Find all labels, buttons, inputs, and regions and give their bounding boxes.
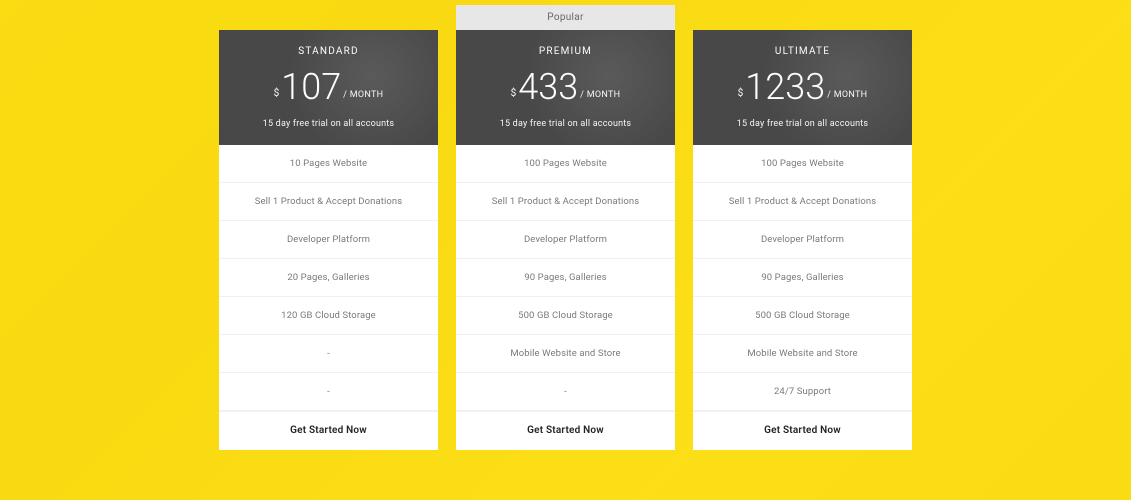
plan-name: STANDARD	[229, 46, 428, 57]
trial-text: 15 day free trial on all accounts	[229, 119, 428, 129]
feature-item: Sell 1 Product & Accept Donations	[219, 183, 438, 221]
feature-item: Developer Platform	[456, 221, 675, 259]
get-started-button[interactable]: Get Started Now	[219, 411, 438, 450]
feature-item: 100 Pages Website	[693, 145, 912, 183]
trial-text: 15 day free trial on all accounts	[466, 119, 665, 129]
currency-symbol: $	[511, 88, 517, 105]
popular-ribbon: Popular	[456, 5, 675, 30]
feature-item: Developer Platform	[693, 221, 912, 259]
price-line: $ 1233 / MONTH	[738, 69, 868, 105]
card-header: PREMIUM $ 433 / MONTH 15 day free trial …	[456, 30, 675, 145]
feature-item: 20 Pages, Galleries	[219, 259, 438, 297]
feature-item: 90 Pages, Galleries	[456, 259, 675, 297]
feature-list: 100 Pages Website Sell 1 Product & Accep…	[693, 145, 912, 411]
feature-item: 90 Pages, Galleries	[693, 259, 912, 297]
card-header: ULTIMATE $ 1233 / MONTH 15 day free tria…	[693, 30, 912, 145]
feature-item: Sell 1 Product & Accept Donations	[693, 183, 912, 221]
pricing-cards-row: STANDARD $ 107 / MONTH 15 day free trial…	[0, 0, 1131, 460]
feature-item: 500 GB Cloud Storage	[456, 297, 675, 335]
feature-item: 120 GB Cloud Storage	[219, 297, 438, 335]
get-started-button[interactable]: Get Started Now	[456, 411, 675, 450]
get-started-button[interactable]: Get Started Now	[693, 411, 912, 450]
price-line: $ 433 / MONTH	[511, 69, 621, 105]
feature-item: 100 Pages Website	[456, 145, 675, 183]
price-line: $ 107 / MONTH	[274, 69, 384, 105]
price-amount: 1233	[745, 69, 825, 105]
price-period: / MONTH	[580, 90, 620, 105]
price-amount: 107	[281, 69, 341, 105]
pricing-card-standard: STANDARD $ 107 / MONTH 15 day free trial…	[219, 30, 438, 450]
plan-name: ULTIMATE	[703, 46, 902, 57]
feature-item: 10 Pages Website	[219, 145, 438, 183]
feature-item: Developer Platform	[219, 221, 438, 259]
feature-item: -	[219, 335, 438, 373]
trial-text: 15 day free trial on all accounts	[703, 119, 902, 129]
feature-item: -	[219, 373, 438, 411]
feature-item: 24/7 Support	[693, 373, 912, 411]
currency-symbol: $	[738, 88, 744, 105]
feature-item: 500 GB Cloud Storage	[693, 297, 912, 335]
feature-list: 10 Pages Website Sell 1 Product & Accept…	[219, 145, 438, 411]
currency-symbol: $	[274, 88, 280, 105]
plan-name: PREMIUM	[466, 46, 665, 57]
feature-item: -	[456, 373, 675, 411]
feature-item: Mobile Website and Store	[693, 335, 912, 373]
price-period: / MONTH	[343, 90, 383, 105]
pricing-card-premium: Popular PREMIUM $ 433 / MONTH 15 day fre…	[456, 5, 675, 450]
pricing-card-ultimate: ULTIMATE $ 1233 / MONTH 15 day free tria…	[693, 30, 912, 450]
card-header: STANDARD $ 107 / MONTH 15 day free trial…	[219, 30, 438, 145]
price-amount: 433	[518, 69, 578, 105]
feature-list: 100 Pages Website Sell 1 Product & Accep…	[456, 145, 675, 411]
feature-item: Sell 1 Product & Accept Donations	[456, 183, 675, 221]
feature-item: Mobile Website and Store	[456, 335, 675, 373]
price-period: / MONTH	[827, 90, 867, 105]
